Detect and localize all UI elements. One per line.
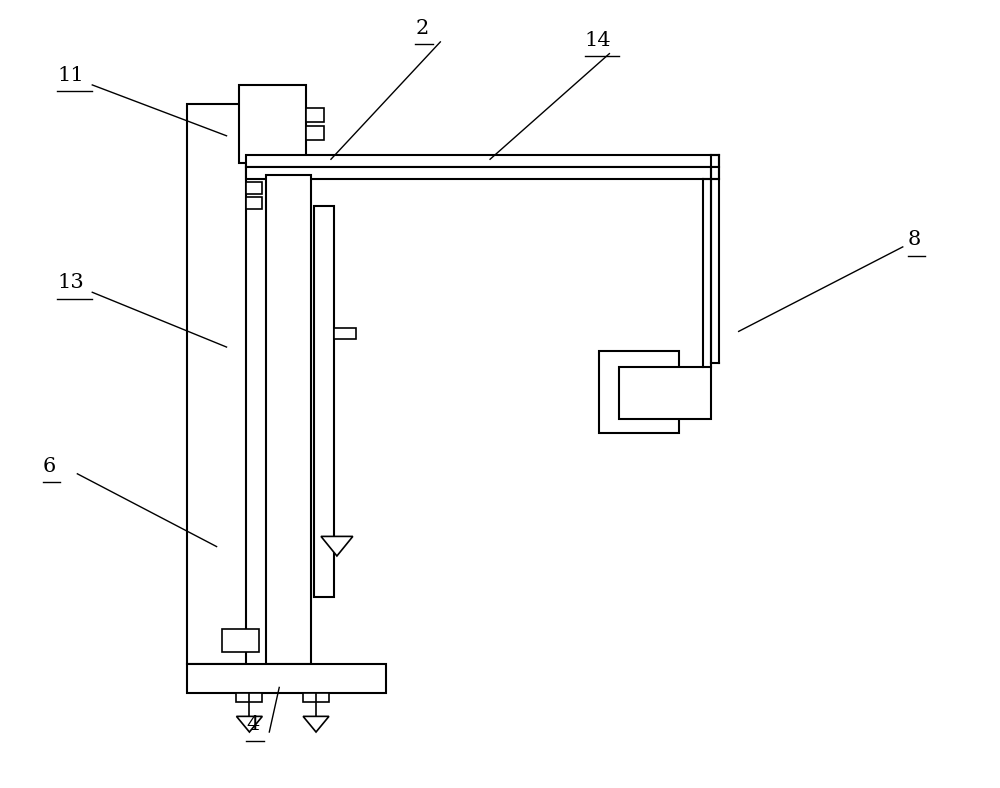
Bar [246, 154, 719, 167]
Bar [246, 182, 262, 195]
Polygon shape [321, 537, 353, 556]
Bar [303, 693, 329, 702]
Bar [314, 206, 334, 597]
Bar [222, 629, 259, 652]
Text: 6: 6 [43, 457, 56, 476]
Bar [236, 693, 262, 702]
Bar [619, 366, 711, 419]
Bar [246, 167, 719, 179]
Text: 11: 11 [57, 66, 84, 85]
Bar [266, 175, 311, 664]
Text: 13: 13 [57, 273, 84, 292]
Polygon shape [236, 716, 262, 732]
Polygon shape [303, 716, 329, 732]
Bar [246, 197, 262, 210]
Bar [306, 109, 324, 122]
Bar [334, 329, 356, 339]
Bar [599, 351, 679, 433]
Text: 2: 2 [415, 19, 429, 38]
Bar [239, 85, 306, 163]
Text: 8: 8 [908, 230, 921, 249]
Bar [187, 664, 386, 693]
Text: 4: 4 [246, 716, 260, 734]
Bar [306, 125, 324, 139]
Bar [187, 105, 246, 664]
Text: 14: 14 [585, 31, 611, 50]
